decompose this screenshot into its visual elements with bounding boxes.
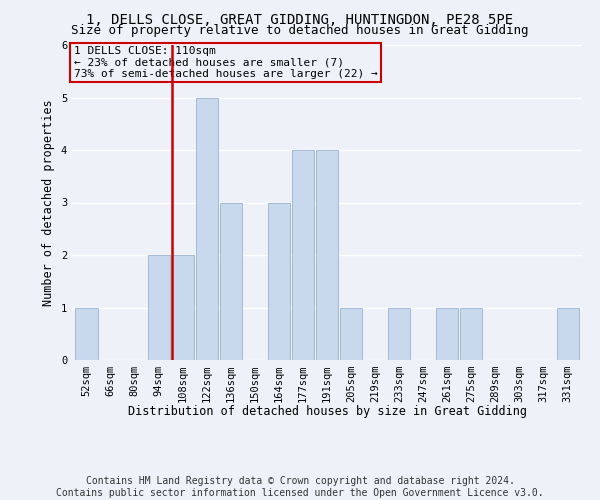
Bar (340, 308, 362, 360)
Bar (436, 308, 458, 360)
Bar (460, 308, 482, 360)
Text: 1 DELLS CLOSE: 110sqm
← 23% of detached houses are smaller (7)
73% of semi-detac: 1 DELLS CLOSE: 110sqm ← 23% of detached … (74, 46, 377, 79)
X-axis label: Distribution of detached houses by size in Great Gidding: Distribution of detached houses by size … (128, 405, 527, 418)
Bar (316, 150, 338, 360)
Bar (220, 202, 242, 360)
Bar (196, 98, 218, 360)
Bar (268, 202, 290, 360)
Bar (292, 150, 314, 360)
Bar (148, 255, 170, 360)
Bar (557, 308, 578, 360)
Text: Size of property relative to detached houses in Great Gidding: Size of property relative to detached ho… (71, 24, 529, 37)
Text: 1, DELLS CLOSE, GREAT GIDDING, HUNTINGDON, PE28 5PE: 1, DELLS CLOSE, GREAT GIDDING, HUNTINGDO… (86, 12, 514, 26)
Bar (172, 255, 194, 360)
Bar (76, 308, 98, 360)
Bar (388, 308, 410, 360)
Y-axis label: Number of detached properties: Number of detached properties (43, 99, 55, 306)
Text: Contains HM Land Registry data © Crown copyright and database right 2024.
Contai: Contains HM Land Registry data © Crown c… (56, 476, 544, 498)
